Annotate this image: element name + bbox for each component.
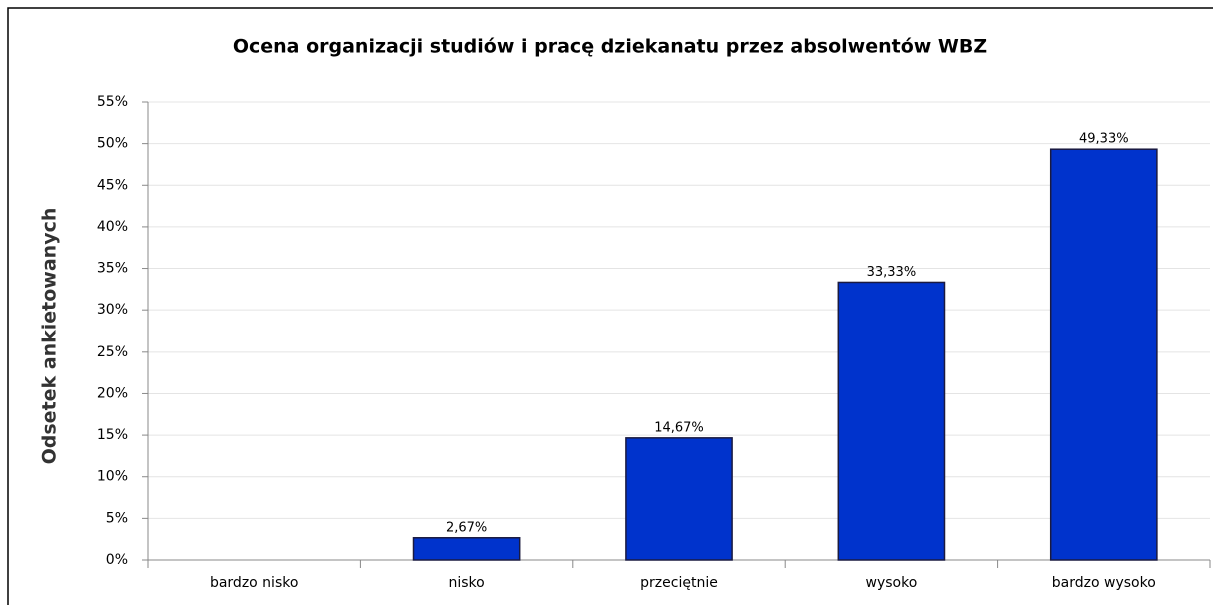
- bar: [1049, 148, 1158, 561]
- bar: [837, 281, 946, 561]
- y-tick-label: 55%: [97, 94, 128, 110]
- x-tick-label: wysoko: [866, 575, 918, 591]
- y-tick-label: 35%: [97, 261, 128, 277]
- data-label: 49,33%: [1079, 132, 1129, 147]
- y-tick-label: 15%: [97, 427, 128, 443]
- data-label: 33,33%: [867, 265, 917, 280]
- y-tick-label: 50%: [97, 136, 128, 152]
- y-tick-label: 10%: [97, 469, 128, 485]
- y-axis-label: Odsetek ankietowanych: [39, 208, 61, 465]
- y-tick-label: 5%: [106, 510, 128, 526]
- bar: [412, 537, 521, 561]
- y-tick-label: 40%: [97, 219, 128, 235]
- bar: [625, 437, 733, 561]
- frame: [7, 7, 1213, 605]
- y-tick-label: 20%: [97, 385, 128, 401]
- x-tick-label: nisko: [448, 575, 484, 591]
- x-tick-label: bardzo wysoko: [1052, 575, 1156, 591]
- x-tick-label: bardzo nisko: [210, 575, 298, 591]
- x-tick-label: przeciętnie: [640, 575, 718, 591]
- y-tick-label: 25%: [97, 344, 128, 360]
- y-tick-label: 30%: [97, 302, 128, 318]
- data-label: 14,67%: [654, 420, 704, 435]
- chart-title: Ocena organizacji studiów i pracę dzieka…: [233, 36, 987, 58]
- y-tick-label: 45%: [97, 177, 128, 193]
- y-tick-label: 0%: [106, 552, 128, 568]
- data-label: 2,67%: [446, 520, 487, 535]
